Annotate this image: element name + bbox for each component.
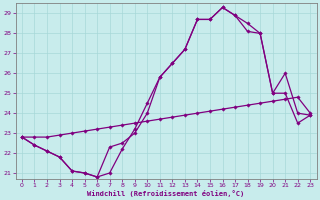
- X-axis label: Windchill (Refroidissement éolien,°C): Windchill (Refroidissement éolien,°C): [87, 190, 245, 197]
